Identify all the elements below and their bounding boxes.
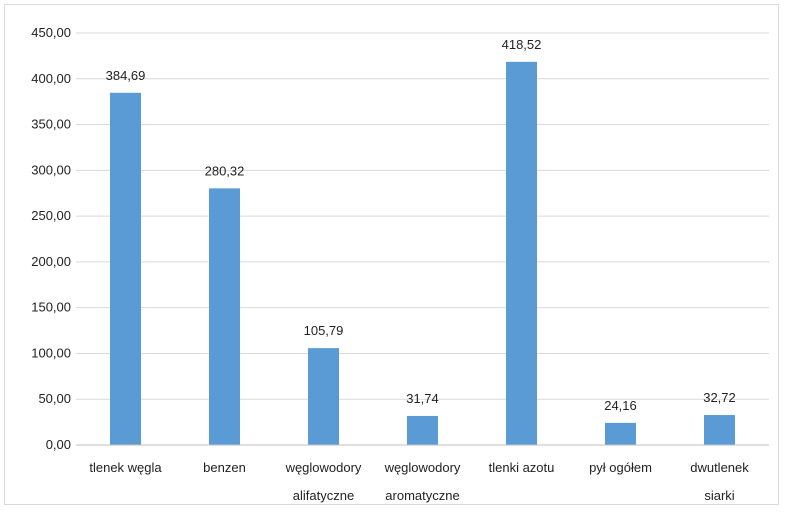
data-label: 32,72 bbox=[703, 390, 736, 405]
bar bbox=[506, 61, 537, 446]
bar bbox=[110, 92, 141, 446]
y-tick-label: 100,00 bbox=[31, 345, 71, 360]
bars bbox=[110, 61, 735, 446]
y-tick-label: 0,00 bbox=[46, 437, 71, 452]
x-tick-label: węglowodory bbox=[285, 460, 362, 475]
y-tick-label: 50,00 bbox=[38, 391, 71, 406]
bar bbox=[704, 415, 735, 445]
y-tick-label: 300,00 bbox=[31, 162, 71, 177]
bar bbox=[308, 348, 339, 445]
x-tick-label: siarki bbox=[704, 488, 734, 503]
data-label: 105,79 bbox=[304, 323, 344, 338]
bar-chart: 0,00 50,00 100,00 150,00 200,00 250,00 300,00 3… bbox=[31, 25, 769, 503]
x-tick-label: węglowodory bbox=[384, 460, 461, 475]
y-tick-label: 400,00 bbox=[31, 71, 71, 86]
bar bbox=[605, 422, 636, 445]
x-tick-label: pył ogółem bbox=[589, 460, 652, 475]
chart-frame: 0,00 50,00 100,00 150,00 200,00 250,00 300,00 3… bbox=[4, 4, 779, 505]
labels: 0,00 50,00 100,00 150,00 200,00 250,00 300,00 3… bbox=[31, 25, 749, 503]
y-tick-label: 150,00 bbox=[31, 300, 71, 315]
bar bbox=[407, 415, 438, 445]
x-tick-label: tlenki azotu bbox=[489, 460, 555, 475]
y-tick-label: 350,00 bbox=[31, 117, 71, 132]
x-tick-label: benzen bbox=[203, 460, 246, 475]
x-tick-label: alifatyczne bbox=[293, 488, 354, 503]
y-tick-label: 450,00 bbox=[31, 25, 71, 40]
x-tick-label: aromatyczne bbox=[385, 488, 459, 503]
data-label: 384,69 bbox=[106, 68, 146, 83]
x-tick-label: dwutlenek bbox=[690, 460, 749, 475]
y-tick-label: 250,00 bbox=[31, 208, 71, 223]
data-label: 24,16 bbox=[604, 398, 637, 413]
data-label: 418,52 bbox=[502, 37, 542, 52]
bar bbox=[209, 188, 240, 445]
y-tick-label: 200,00 bbox=[31, 254, 71, 269]
data-label: 280,32 bbox=[205, 163, 245, 178]
x-tick-label: tlenek węgla bbox=[89, 460, 162, 475]
gridlines bbox=[76, 32, 769, 400]
data-label: 31,74 bbox=[406, 391, 439, 406]
